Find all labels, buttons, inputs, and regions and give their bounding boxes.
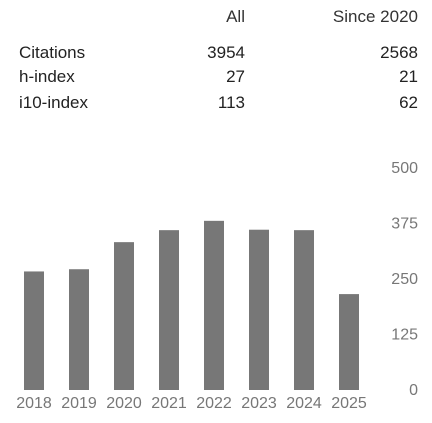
bar-2025[interactable] [339, 294, 359, 390]
bar-2018[interactable] [24, 271, 44, 390]
x-tick-label: 2018 [16, 395, 52, 412]
bar-2020[interactable] [114, 242, 134, 390]
y-tick-label: 250 [391, 271, 418, 288]
table-row-citations: Citations 3954 2568 [0, 42, 432, 64]
x-tick-label: 2025 [331, 395, 367, 412]
y-tick-label: 0 [409, 382, 418, 399]
row-label[interactable]: h-index [19, 67, 75, 86]
citations-per-year-chart: 2018 2019 2020 2021 2022 2023 2024 2025 0 125 250 3… [16, 160, 418, 412]
row-label[interactable]: Citations [19, 43, 86, 62]
x-tick-label: 2020 [106, 395, 142, 412]
x-tick-label: 2019 [61, 395, 97, 412]
value-since: 62 [399, 93, 418, 112]
x-tick-label: 2021 [151, 395, 187, 412]
value-all: 113 [217, 93, 245, 112]
x-tick-label: 2024 [286, 395, 322, 412]
bar-2024[interactable] [294, 230, 314, 390]
value-all: 3954 [207, 43, 245, 62]
bar-2022[interactable] [204, 220, 224, 390]
header-since-2020[interactable]: Since 2020 [332, 7, 418, 26]
header-all[interactable]: All [226, 7, 245, 26]
y-tick-label: 500 [391, 160, 418, 177]
y-tick-label: 375 [391, 216, 418, 233]
x-tick-label: 2023 [241, 395, 277, 412]
table-row-h-index: h-index 27 21 [0, 66, 432, 88]
bar-2021[interactable] [159, 230, 179, 390]
x-tick-label: 2022 [196, 395, 232, 412]
y-tick-label: 125 [391, 327, 418, 344]
value-since: 2568 [380, 43, 418, 62]
table-row-i10-index: i10-index 113 62 [0, 92, 432, 114]
value-all: 27 [226, 67, 245, 86]
value-since: 21 [399, 67, 418, 86]
bar-2023[interactable] [249, 229, 269, 390]
bar-2019[interactable] [69, 269, 89, 390]
row-label[interactable]: i10-index [19, 93, 88, 112]
table-header-row: All Since 2020 [0, 6, 432, 28]
